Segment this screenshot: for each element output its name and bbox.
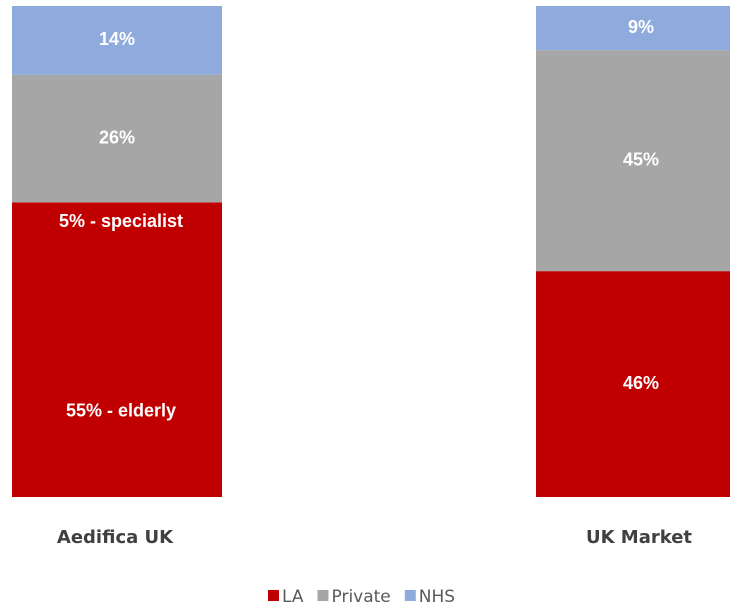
annotation: 55% - elderly <box>66 401 176 421</box>
bar-segment <box>12 74 222 203</box>
legend-swatch <box>268 590 279 601</box>
bar-segment <box>536 50 730 272</box>
legend-label: Private <box>332 587 391 607</box>
bar-segment <box>12 6 222 75</box>
legend-swatch <box>317 590 329 601</box>
annotation: 5% - specialist <box>59 211 183 231</box>
value-label: 26% <box>99 127 135 147</box>
bar-segment <box>536 6 730 51</box>
legend-label: NHS <box>419 587 455 607</box>
legend-label: LA <box>282 587 304 607</box>
legend-swatch <box>404 590 416 601</box>
x-tick-label: Aedifica UK <box>57 527 174 548</box>
value-label: 45% <box>623 149 659 169</box>
value-label: 46% <box>623 373 659 393</box>
x-tick-label: UK Market <box>586 527 692 548</box>
value-label: 14% <box>99 29 135 49</box>
bar-segment <box>12 202 222 497</box>
bar-segment <box>536 271 730 497</box>
value-label: 9% <box>628 17 654 37</box>
